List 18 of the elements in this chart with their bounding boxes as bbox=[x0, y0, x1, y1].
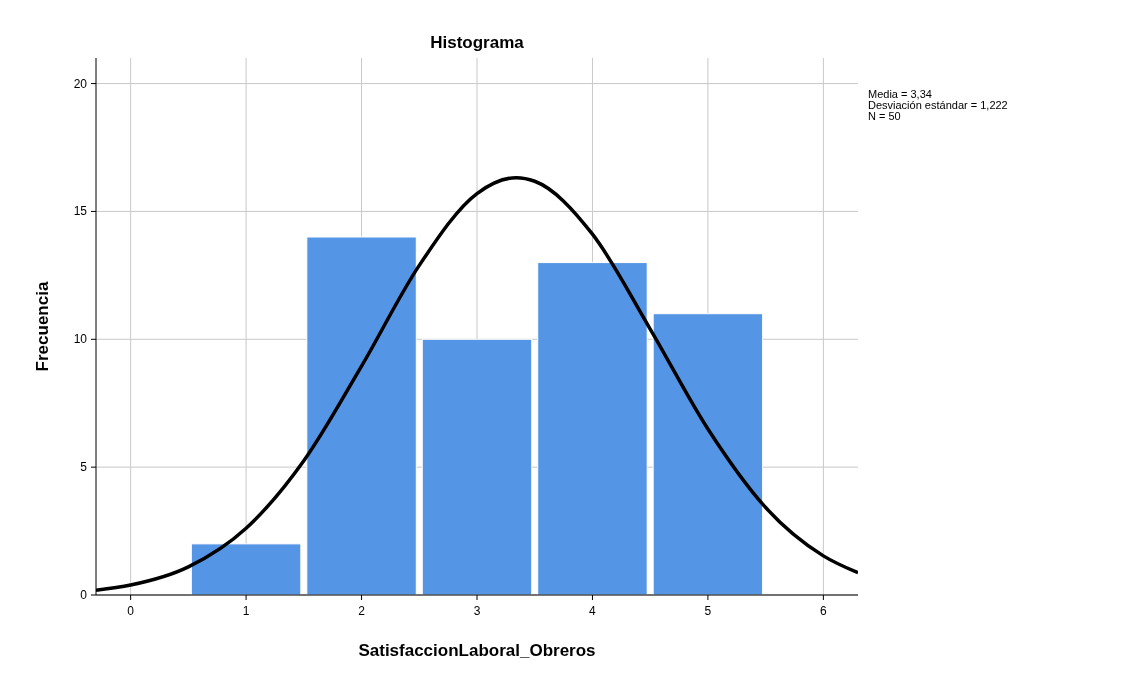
y-tick-label: 0 bbox=[80, 588, 88, 602]
y-tick-label: 5 bbox=[80, 460, 88, 475]
text: N = 50 bbox=[868, 110, 901, 122]
x-tick-label: 6 bbox=[820, 604, 828, 618]
x-axis-title: SatisfaccionLaboral_Obreros bbox=[358, 641, 596, 660]
y-axis-title: Frecuencia bbox=[33, 281, 52, 372]
x-tick-label: 3 bbox=[473, 604, 481, 618]
chart-title: Histograma bbox=[430, 33, 525, 52]
x-tick-label: 5 bbox=[704, 604, 712, 618]
text: Desviación estándar = 1,222 bbox=[868, 99, 1008, 111]
y-tick-label: 15 bbox=[73, 204, 88, 219]
x-tick-label: 4 bbox=[589, 604, 597, 618]
y-tick-label: 20 bbox=[73, 76, 88, 91]
x-tick-label: 2 bbox=[358, 604, 366, 618]
text: Media = 3,34 bbox=[868, 88, 932, 100]
x-tick-label: 1 bbox=[242, 604, 250, 618]
x-tick-label: 0 bbox=[127, 604, 135, 618]
y-tick-label: 10 bbox=[73, 332, 88, 347]
